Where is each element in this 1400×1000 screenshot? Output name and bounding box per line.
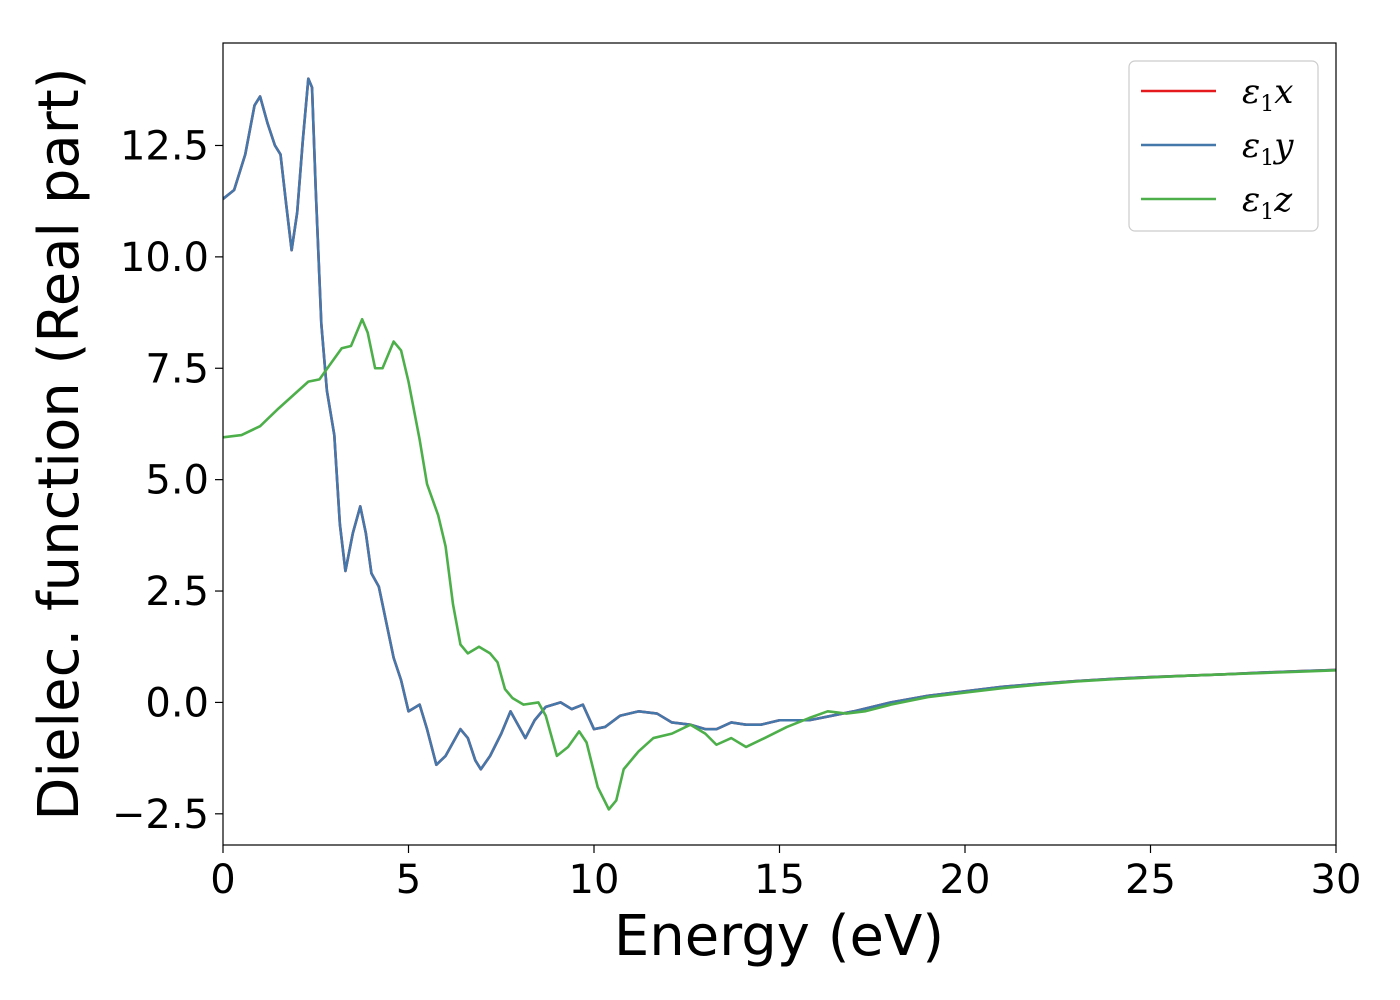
y-tick-label: 7.5 <box>145 346 209 392</box>
x-tick-label: 5 <box>396 857 421 903</box>
legend-item-y: ε1y <box>1141 126 1294 171</box>
x-tick-label: 20 <box>940 857 991 903</box>
y-tick-label: 2.5 <box>145 569 209 615</box>
legend-label: ε1y <box>1242 126 1294 171</box>
x-axis-ticks: 0 5 10 15 20 25 30 <box>210 845 1361 903</box>
x-tick-label: 0 <box>210 857 235 903</box>
y-tick-label: 0.0 <box>145 680 209 726</box>
y-tick-label: 10.0 <box>120 235 209 281</box>
legend-label: ε1x <box>1242 72 1293 117</box>
legend-box <box>1128 60 1319 232</box>
x-tick-label: 15 <box>754 857 805 903</box>
legend: ε1x ε1y ε1z <box>1128 60 1319 232</box>
x-tick-label: 25 <box>1125 857 1176 903</box>
x-tick-label: 30 <box>1311 857 1362 903</box>
y-axis-ticks: −2.5 0.0 2.5 5.0 7.5 10.0 12.5 <box>112 123 223 838</box>
legend-item-x: ε1x <box>1141 72 1293 117</box>
series-line-y <box>223 77 1336 771</box>
legend-label: ε1z <box>1242 180 1293 225</box>
y-tick-label: 12.5 <box>120 123 209 169</box>
y-tick-label: 5.0 <box>145 458 209 504</box>
series-line-z <box>223 317 1336 811</box>
plot-area <box>222 42 1337 846</box>
y-tick-label: −2.5 <box>112 792 209 838</box>
x-tick-label: 10 <box>569 857 620 903</box>
y-axis-label: Dielec. function (Real part) <box>27 67 92 820</box>
x-axis-label: Energy (eV) <box>614 904 944 969</box>
legend-item-z: ε1z <box>1141 180 1293 225</box>
